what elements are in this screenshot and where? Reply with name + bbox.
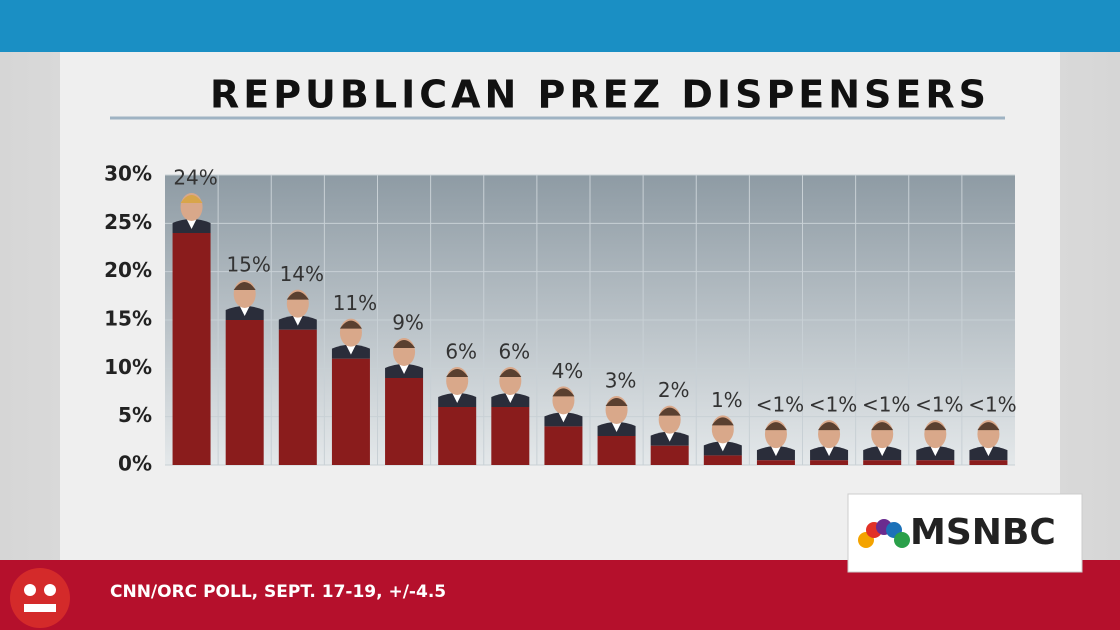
bar <box>703 455 742 465</box>
y-tick-label: 30% <box>104 162 152 186</box>
bar <box>650 445 689 465</box>
value-label: <1% <box>862 393 911 417</box>
y-tick-label: 5% <box>118 403 152 427</box>
candidate-hair <box>393 340 416 348</box>
value-label: 4% <box>552 359 584 383</box>
candidate-collar <box>239 306 250 316</box>
candidate-hair <box>605 398 628 406</box>
candidate-collar <box>399 364 410 374</box>
bar <box>172 233 211 465</box>
candidate-hair <box>180 195 203 203</box>
candidate-collar <box>292 315 303 326</box>
candidate-collar <box>717 441 728 452</box>
candidate-hair <box>446 369 469 377</box>
candidate-hair <box>552 388 575 397</box>
value-label: <1% <box>809 393 858 417</box>
bar <box>278 329 317 465</box>
candidate-collar <box>345 344 356 355</box>
candidate-hair <box>871 422 894 431</box>
candidate-hair <box>818 422 841 431</box>
value-label: 14% <box>280 262 324 286</box>
candidate-collar <box>983 446 994 457</box>
value-label: 2% <box>658 378 690 402</box>
source-note: CNN/ORC POLL, SEPT. 17-19, +/-4.5 <box>110 582 446 602</box>
value-label: <1% <box>756 393 805 417</box>
candidate-hair <box>977 422 1000 431</box>
candidate-collar <box>770 446 781 457</box>
bar <box>916 460 955 465</box>
candidate-collar <box>558 412 569 423</box>
candidate-hair <box>711 417 734 426</box>
value-label: 9% <box>392 311 424 335</box>
value-label: 6% <box>498 340 530 364</box>
y-tick-label: 0% <box>118 452 152 476</box>
candidate-collar <box>611 422 622 432</box>
value-label: 15% <box>226 253 270 277</box>
peacock <box>858 519 910 548</box>
value-label: <1% <box>968 393 1017 417</box>
value-label: <1% <box>915 393 964 417</box>
candidate-collar <box>664 431 675 442</box>
candidate-hair <box>658 407 681 416</box>
logo-text: MSNBC <box>910 512 1056 553</box>
candidate-collar <box>877 446 888 457</box>
top-band <box>0 0 1120 52</box>
bar <box>438 407 477 465</box>
y-tick-label: 20% <box>104 258 152 282</box>
candidate-collar <box>452 393 463 403</box>
y-tick-label: 15% <box>104 307 152 331</box>
bar <box>969 460 1008 465</box>
candidate-hair <box>286 291 309 300</box>
bar <box>810 460 849 465</box>
value-label: 11% <box>333 291 377 315</box>
candidate-collar <box>824 446 835 457</box>
value-label: 6% <box>445 340 477 364</box>
candidate-collar <box>930 446 941 457</box>
value-label: 1% <box>711 388 743 412</box>
bar <box>331 358 370 465</box>
candidate-hair <box>764 422 787 431</box>
candidate-hair <box>499 369 522 377</box>
bar <box>597 436 636 465</box>
bar <box>756 460 795 465</box>
bar <box>491 407 530 465</box>
candidate-collar <box>186 219 197 229</box>
candidate-hair <box>924 422 947 431</box>
value-label: 3% <box>605 369 637 393</box>
bar <box>225 320 264 465</box>
candidate-hair <box>233 282 256 290</box>
chart-title: REPUBLICAN PREZ DISPENSERS <box>210 73 990 117</box>
mascot <box>10 568 70 628</box>
bar <box>544 426 583 465</box>
bar <box>385 378 424 465</box>
candidate-hair <box>339 320 362 329</box>
bar <box>863 460 902 465</box>
y-tick-label: 10% <box>104 355 152 379</box>
value-label: 24% <box>173 166 217 190</box>
y-tick-label: 25% <box>104 210 152 234</box>
candidate-collar <box>505 393 516 403</box>
